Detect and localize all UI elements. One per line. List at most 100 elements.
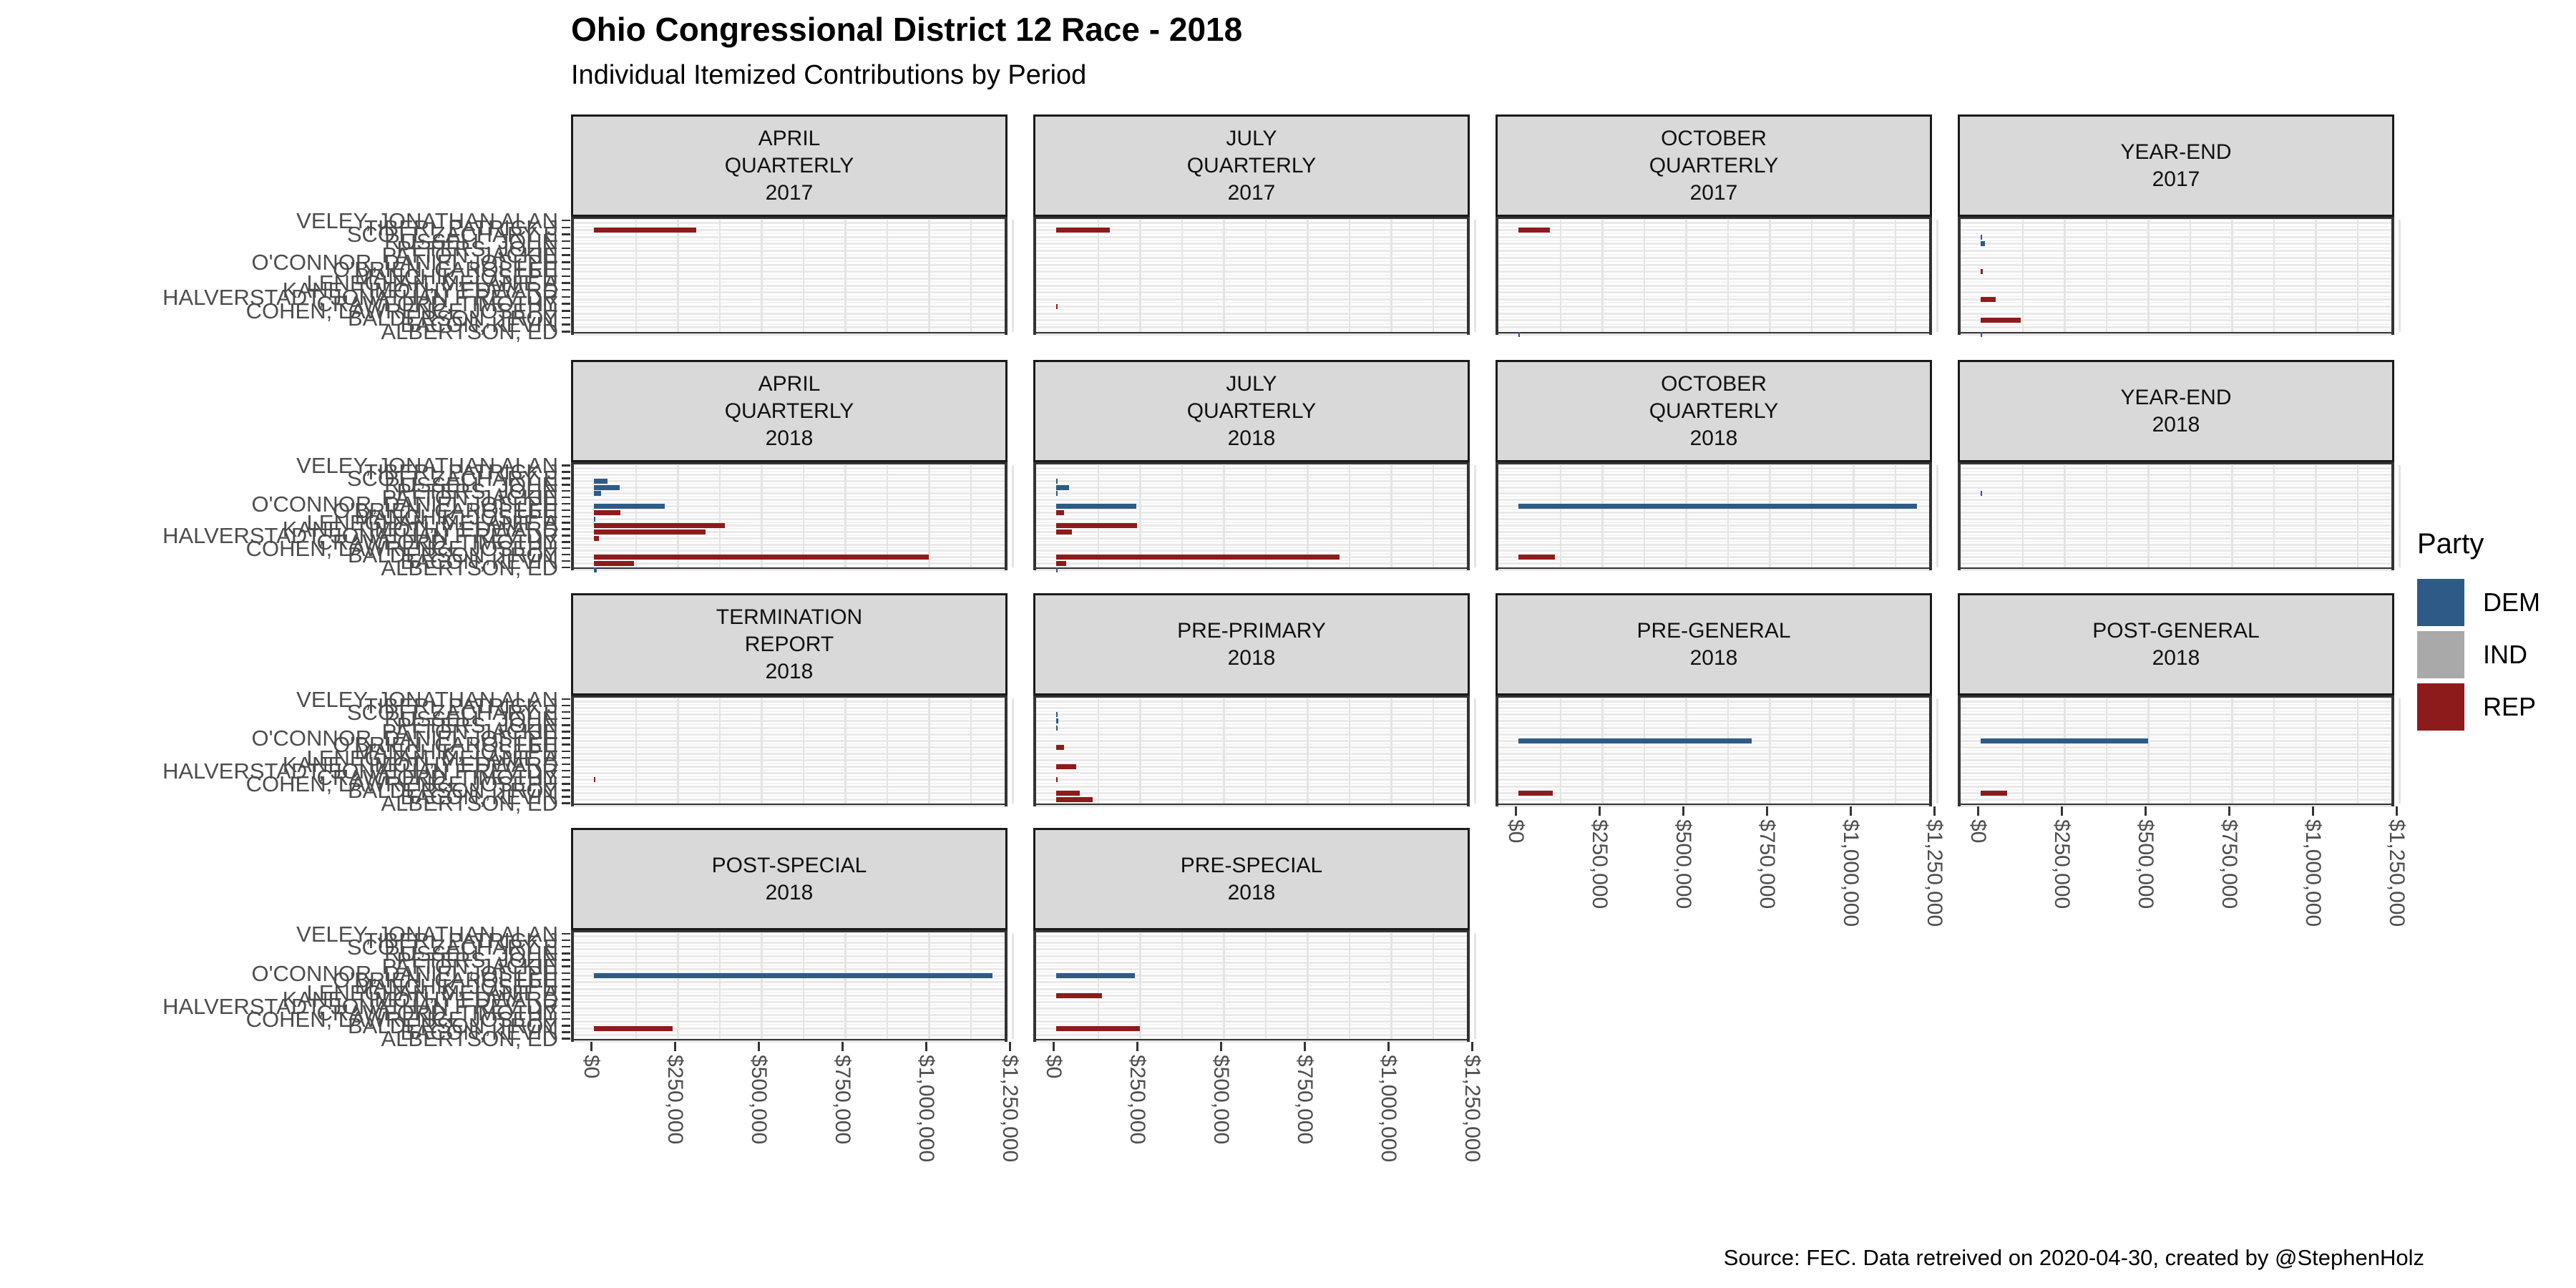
gridline-vertical xyxy=(677,465,679,567)
y-axis-tick xyxy=(562,509,570,512)
gridline-horizontal-minor xyxy=(1961,756,2391,758)
facet-strip-label: QUARTERLY xyxy=(1649,399,1779,423)
y-axis-tick xyxy=(562,522,570,524)
facet-strip: PRE-SPECIAL 2018 xyxy=(1033,828,1470,930)
gridline-vertical xyxy=(1390,220,1392,332)
contribution-bar xyxy=(1056,718,1059,724)
gridline-horizontal-minor xyxy=(1036,1011,1467,1013)
y-axis-tick xyxy=(562,945,570,948)
gridline-horizontal-minor xyxy=(574,496,1005,498)
gridline-horizontal xyxy=(1961,569,2391,572)
gridline-horizontal xyxy=(1961,713,2391,716)
gridline-vertical xyxy=(970,698,972,804)
chart-subtitle: Individual Itemized Contributions by Per… xyxy=(571,60,1087,90)
gridline-vertical xyxy=(718,220,721,332)
gridline-vertical xyxy=(1348,933,1350,1039)
gridline-horizontal xyxy=(1036,319,1467,322)
gridline-horizontal-minor xyxy=(1498,489,1929,492)
facet-strip-label: APRIL xyxy=(758,371,821,396)
gridline-horizontal-minor xyxy=(574,776,1005,778)
gridline-horizontal xyxy=(1036,804,1467,807)
gridline-horizontal xyxy=(574,250,1005,253)
y-axis-candidate-label: LENEGHAN, MELANIE A xyxy=(306,745,558,771)
gridline-vertical xyxy=(844,465,847,567)
y-axis-candidate-label: MANCHIK, JOSEPH xyxy=(354,504,558,530)
contribution-bar xyxy=(1981,738,2148,743)
gridline-horizontal xyxy=(1498,772,1929,775)
x-axis-tick-label: $500,000 xyxy=(747,1055,771,1145)
gridline-horizontal xyxy=(1961,562,2391,565)
gridline-vertical xyxy=(1223,933,1225,1039)
gridline-horizontal-minor xyxy=(1036,704,1467,706)
gridline-vertical xyxy=(2147,698,2150,804)
contribution-bar xyxy=(1056,561,1067,567)
gridline-horizontal xyxy=(574,981,1005,984)
gridline-horizontal-minor xyxy=(574,527,1005,530)
gridline-vertical xyxy=(1769,698,1771,804)
y-axis-tick xyxy=(562,502,570,505)
y-axis-candidate-label: PATTON, JACKIE xyxy=(381,484,558,510)
x-axis-tick xyxy=(1471,1042,1473,1051)
contribution-bar xyxy=(1056,303,1058,309)
gridline-vertical xyxy=(1348,220,1350,332)
contribution-bar xyxy=(1056,764,1076,770)
gridline-horizontal-minor xyxy=(1036,246,1467,248)
gridline-horizontal xyxy=(1036,1014,1467,1017)
gridline-horizontal-minor xyxy=(1961,316,2391,318)
x-axis-tick xyxy=(1053,1042,1055,1051)
facet-panel xyxy=(1958,217,2401,337)
gridline-horizontal xyxy=(1961,499,2391,502)
gridline-horizontal-minor xyxy=(1036,521,1467,523)
gridline-horizontal xyxy=(1036,486,1467,489)
gridline-vertical xyxy=(1181,933,1183,1039)
gridline-horizontal xyxy=(1036,505,1467,508)
gridline-vertical xyxy=(1601,465,1604,567)
gridline-horizontal-minor xyxy=(1498,711,1929,713)
gridline-horizontal xyxy=(1961,766,2391,769)
y-axis-candidate-label: RUSSELL, JOHN xyxy=(384,706,558,731)
gridline-horizontal-minor xyxy=(1498,260,1929,263)
gridline-horizontal-minor xyxy=(1036,789,1467,791)
y-axis-candidate-label: COHEN, LAWRENCE JOSEPH xyxy=(245,298,558,324)
gridline-horizontal xyxy=(1961,319,2391,322)
contribution-bar xyxy=(1056,777,1058,783)
gridline-vertical xyxy=(2231,465,2233,567)
facet-panel xyxy=(571,930,1014,1043)
gridline-vertical xyxy=(1139,698,1141,804)
gridline-horizontal-minor xyxy=(1961,323,2391,325)
gridline-horizontal-minor xyxy=(1036,978,1467,980)
gridline-vertical xyxy=(1936,220,1938,332)
gridline-horizontal-minor xyxy=(1036,470,1467,472)
y-axis-tick xyxy=(562,704,570,707)
gridline-horizontal-minor xyxy=(1961,515,2391,517)
contribution-bar xyxy=(1056,1025,1140,1031)
gridline-vertical xyxy=(1139,465,1141,567)
gridline-horizontal-minor xyxy=(1961,489,2391,492)
y-axis-tick xyxy=(562,323,570,326)
gridline-horizontal-minor xyxy=(1498,281,1929,283)
y-axis-tick xyxy=(562,331,570,333)
facet-strip-label: POST-GENERAL xyxy=(2092,618,2260,643)
gridline-vertical xyxy=(1432,698,1434,804)
gridline-horizontal-minor xyxy=(1961,782,2391,784)
gridline-horizontal-minor xyxy=(1036,730,1467,732)
gridline-horizontal-minor xyxy=(1498,496,1929,498)
y-axis-tick xyxy=(562,783,570,785)
contribution-bar xyxy=(1518,790,1553,796)
gridline-horizontal-minor xyxy=(574,698,1005,699)
gridline-vertical xyxy=(1643,220,1645,332)
gridline-horizontal xyxy=(1498,562,1929,565)
gridline-horizontal-minor xyxy=(1036,309,1467,311)
facet-strip-label: POST-SPECIAL xyxy=(711,853,867,877)
gridline-vertical xyxy=(1139,220,1141,332)
x-axis-tick xyxy=(2145,806,2147,816)
x-axis-tick-label: $1,000,000 xyxy=(1839,819,1863,927)
gridline-horizontal xyxy=(574,305,1005,308)
gridline-horizontal xyxy=(574,284,1005,287)
y-axis-candidate-label: ALBERTSON, ED xyxy=(381,319,558,345)
gridline-horizontal-minor xyxy=(1961,749,2391,751)
gridline-horizontal-minor xyxy=(574,547,1005,549)
x-axis-tick-label: $750,000 xyxy=(831,1055,854,1145)
gridline-horizontal-minor xyxy=(574,1011,1005,1013)
facet-strip-label: 2018 xyxy=(1227,645,1276,670)
